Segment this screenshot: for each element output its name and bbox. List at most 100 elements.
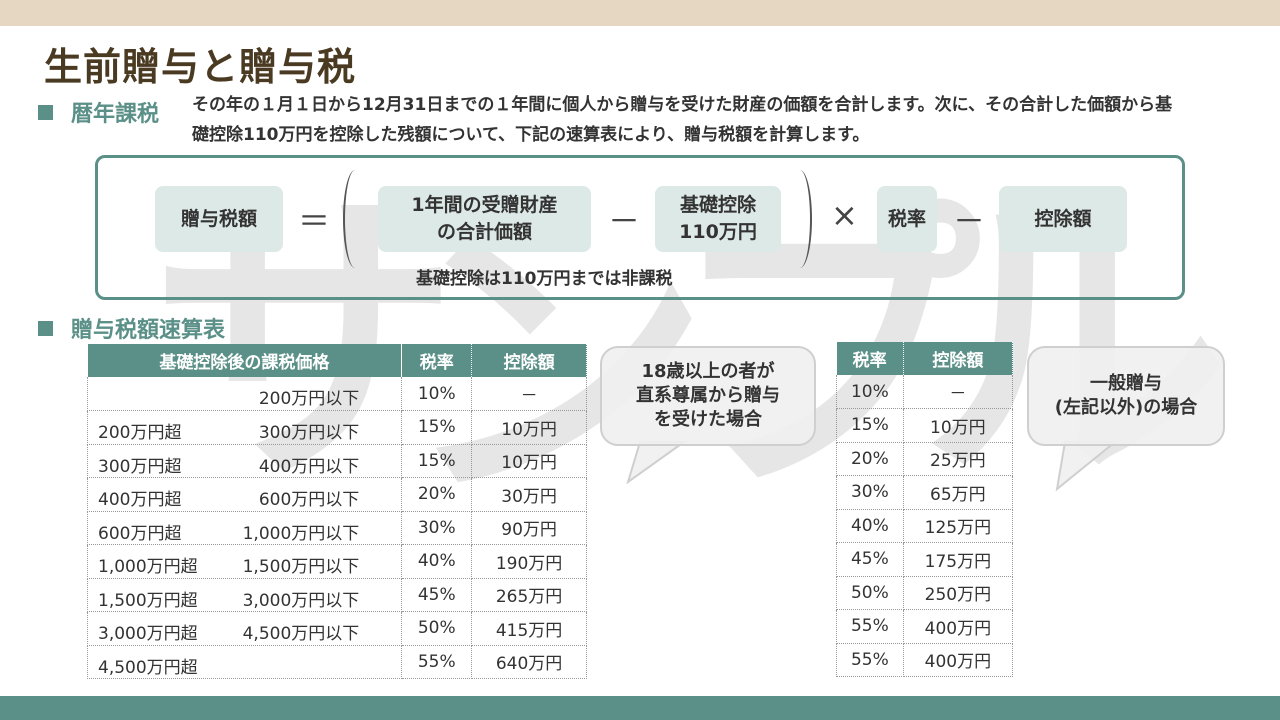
cell-range: 400万円超 600万円以下 [86, 477, 403, 512]
special-quick-table: 税率 控除額 10% － 15% 10万円 20% 25万円 30% 65万円 40% 1… [836, 342, 1014, 677]
header-deduction: 控除額 [471, 344, 587, 377]
bubble-line2: 直系尊属から贈与 [636, 385, 780, 406]
table-row: 15% 10万円 [836, 408, 1014, 443]
cell-rate: 45% [836, 542, 904, 577]
bubble-text: 一般贈与 (左記以外)の場合 [1027, 346, 1225, 446]
cell-rate: 15% [401, 444, 473, 478]
cell-rate: 55% [401, 645, 473, 679]
multiply-sign: × [831, 196, 858, 234]
formula-gift-tax: 贈与税額 [155, 186, 283, 252]
cell-deduction: 400万円 [903, 643, 1014, 677]
formula-note: 基礎控除は110万円までは非課税 [416, 269, 673, 289]
bubble-text: 18歳以上の者が 直系尊属から贈与 を受けた場合 [600, 346, 816, 446]
cell-rate: 30% [836, 475, 904, 510]
top-band [0, 0, 1280, 26]
table-row: 10% － [836, 375, 1014, 409]
cell-range: 200万円以下 [86, 377, 403, 411]
right-paren [788, 170, 812, 268]
cell-rate: 45% [401, 578, 473, 612]
range-high: 1,500万円以下 [242, 557, 360, 577]
cell-deduction: 10万円 [471, 410, 587, 445]
cell-range: 1,000万円超 1,500万円以下 [86, 544, 403, 579]
cell-rate: 10% [401, 377, 473, 411]
cell-rate: 40% [401, 544, 473, 579]
cell-deduction: 190万円 [471, 544, 587, 579]
section-title: 贈与税額速算表 [71, 318, 226, 343]
header-taxable-value: 基礎控除後の課税価格 [87, 344, 403, 377]
cell-deduction: 65万円 [903, 475, 1014, 510]
table-row: 40% 125万円 [836, 509, 1014, 543]
formula-total-value: 1年間の受贈財産 の合計価額 [378, 186, 591, 252]
bubble-line3: を受けた場合 [654, 409, 762, 430]
header-rate: 税率 [836, 342, 904, 375]
table-row: 1,500万円超 3,000万円以下 45% 265万円 [86, 578, 587, 612]
table-row: 300万円超 400万円以下 15% 10万円 [86, 444, 587, 478]
page-title: 生前贈与と贈与税 [44, 45, 357, 89]
cell-range: 600万円超 1,000万円以下 [86, 511, 403, 545]
range-high: 3,000万円以下 [242, 590, 360, 611]
formula-deduction: 控除額 [999, 186, 1127, 252]
cell-deduction: － [903, 375, 1014, 409]
range-high: 600万円以下 [258, 490, 360, 510]
cell-deduction: 640万円 [471, 645, 587, 679]
cell-deduction: 415万円 [471, 611, 587, 646]
range-low: 3,000万円超 [98, 624, 198, 644]
general-quick-table: 基礎控除後の課税価格 税率 控除額 200万円以下 10% － 200万円超 300万… [86, 344, 587, 679]
formula-total-line1: 1年間の受贈財産 [411, 194, 558, 216]
square-bullet-icon [38, 320, 53, 336]
minus-sign-2: － [953, 202, 986, 240]
square-bullet-icon [38, 104, 53, 120]
range-high: 4,500万円以下 [242, 624, 360, 644]
cell-deduction: 265万円 [471, 578, 587, 612]
cell-range: 300万円超 400万円以下 [86, 444, 403, 478]
bubble-line1: 一般贈与 [1090, 373, 1162, 394]
formula-basic-line1: 基礎控除 [679, 194, 756, 216]
section-title: 暦年課税 [71, 102, 160, 127]
cell-deduction: 10万円 [471, 444, 587, 478]
cell-deduction: 90万円 [471, 511, 587, 545]
bubble-line1: 18歳以上の者が [641, 361, 775, 382]
table-row: 50% 250万円 [836, 576, 1014, 610]
cell-deduction: － [471, 377, 587, 411]
header-rate: 税率 [401, 344, 473, 377]
table-row: 4,500万円超 55% 640万円 [86, 645, 587, 679]
formula-box: 贈与税額 ＝ 1年間の受贈財産 の合計価額 － 基礎控除 110万円 × 税率 … [95, 155, 1185, 300]
table-row: 20% 25万円 [836, 442, 1014, 476]
cell-deduction: 10万円 [903, 408, 1014, 443]
cell-deduction: 175万円 [903, 542, 1014, 577]
cell-deduction: 25万円 [903, 442, 1014, 476]
speech-bubble-special: 18歳以上の者が 直系尊属から贈与 を受けた場合 [598, 344, 818, 484]
cell-deduction: 30万円 [471, 477, 587, 512]
range-low: 300万円超 [98, 456, 182, 477]
range-low: 400万円超 [98, 490, 182, 510]
table-row: 400万円超 600万円以下 20% 30万円 [86, 477, 587, 512]
range-low: 600万円超 [98, 523, 182, 544]
table-row: 3,000万円超 4,500万円以下 50% 415万円 [86, 611, 587, 646]
cell-rate: 50% [836, 576, 904, 610]
table-header-row: 税率 控除額 [836, 342, 1014, 375]
header-deduction: 控除額 [903, 342, 1014, 375]
bubble-line2: (左記以外)の場合 [1054, 397, 1198, 418]
range-low: 4,500万円超 [98, 657, 198, 678]
cell-deduction: 250万円 [903, 576, 1014, 610]
table-row: 200万円以下 10% － [86, 377, 587, 411]
equals-sign: ＝ [298, 202, 331, 240]
range-low: 1,500万円超 [98, 590, 198, 611]
table-row: 55% 400万円 [836, 643, 1014, 677]
formula-basic-deduction: 基礎控除 110万円 [655, 186, 781, 252]
left-paren [343, 170, 367, 268]
table-header-row: 基礎控除後の課税価格 税率 控除額 [87, 344, 587, 377]
table-row: 200万円超 300万円以下 15% 10万円 [86, 410, 587, 445]
cell-rate: 30% [401, 511, 473, 545]
section-description: その年の１月１日から12月31日までの１年間に個人から贈与を受けた財産の価額を合… [192, 95, 1173, 145]
cell-range: 3,000万円超 4,500万円以下 [86, 611, 403, 646]
range-low: 200万円超 [98, 423, 182, 443]
range-low: 1,000万円超 [98, 557, 198, 577]
table-row: 45% 175万円 [836, 542, 1014, 577]
speech-bubble-general: 一般贈与 (左記以外)の場合 [1025, 344, 1227, 494]
cell-range: 1,500万円超 3,000万円以下 [86, 578, 403, 612]
formula-total-line2: の合計価額 [436, 221, 532, 243]
minus-sign: － [608, 202, 641, 240]
cell-range: 200万円超 300万円以下 [86, 410, 403, 445]
cell-rate: 20% [836, 442, 904, 476]
